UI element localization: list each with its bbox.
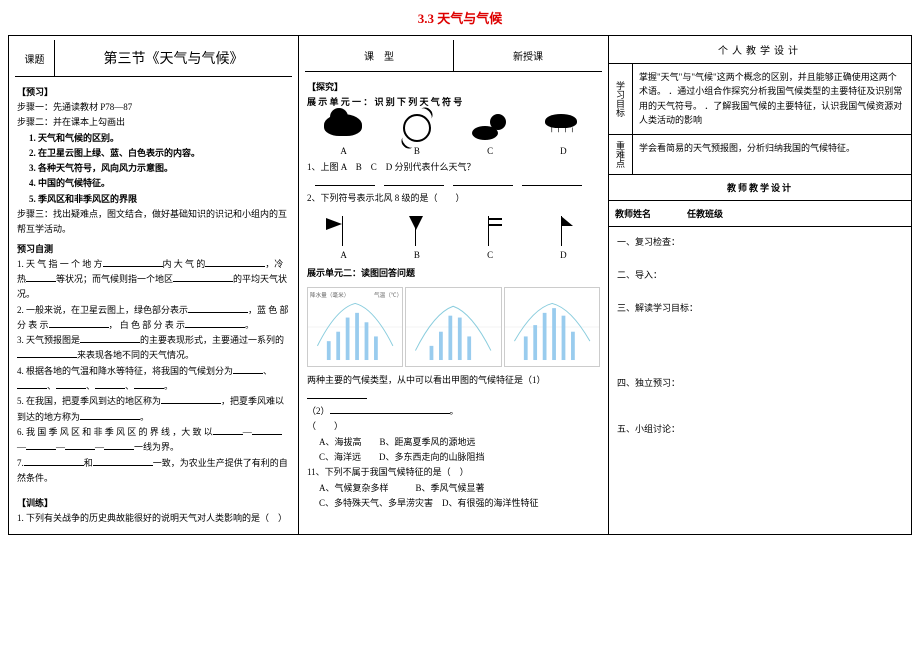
c2q11: 11、下列不属于我国气候特征的是（ ） — [307, 465, 600, 480]
sec2: 二、导入： — [617, 268, 903, 283]
unit2: 展示单元二：读图回答问题 — [307, 266, 600, 281]
t1: 1. 下列有关战争的历史典故能很好的说明天气对人类影响的是（ ） — [17, 511, 290, 526]
item4: 4. 中国的气候特征。 — [17, 176, 290, 191]
climate-charts: 降水量（毫米） 气温（℃） — [307, 287, 600, 367]
q5: 5. 在我国，把夏季风到达的地区称为，把夏季风难以到达的地方称为。 — [17, 394, 290, 425]
sec3: 三、解读学习目标： — [617, 301, 903, 316]
column-left: 课题 第三节《天气与气候》 【预习】 步骤一：先通读教材 P78—87 步骤二：… — [9, 36, 299, 534]
chart-2 — [405, 287, 501, 367]
flag-d — [543, 212, 583, 250]
explore-heading: 【探究】 — [307, 80, 600, 93]
column-mid: 课 型 新授课 【探究】 展 示 单 元 一 ： 识 别 下 列 天 气 符 号… — [299, 36, 609, 534]
c2q2: 2、下列符号表示北风 8 级的是（ ） — [307, 191, 600, 206]
key-label: 重难点 — [609, 135, 633, 174]
opt1a: A、海拔高 B、距离夏季风的源地远 — [307, 435, 600, 450]
teacher-design: 教师教学设计 — [609, 175, 911, 201]
train-heading: 【训练】 — [17, 496, 290, 509]
step2: 步骤二：并在课本上勾画出 — [17, 115, 290, 130]
q6: 6. 我 国 季 风 区 和 非 季 风 区 的 界 线 ，大 致 以————一… — [17, 425, 290, 456]
c2q3: 两种主要的气候类型，从中可以看出甲图的气候特征是（1） （2）。 — [307, 373, 600, 419]
doc-title: 3.3 天气与气候 — [0, 0, 920, 35]
q2: 2. 一般来说，在卫星云图上，绿色部分表示，蓝 色 部 分 表 示， 白 色 部… — [17, 303, 290, 334]
teacher-row: 教师姓名 任教班级 — [609, 201, 911, 227]
svg-text:降水量（毫米）: 降水量（毫米） — [310, 291, 349, 299]
q7: 7.和一致，为农业生产提供了有利的自然条件。 — [17, 456, 290, 487]
flag-b — [397, 212, 437, 250]
item3: 3. 各种天气符号，风向风力示意图。 — [17, 161, 290, 176]
wind-flags: A B C D — [307, 212, 600, 260]
type-label: 课 型 — [305, 40, 454, 71]
goal-text: 掌握"天气"与"气候"这两个概念的区别，并且能够正确使用这两个术语。 ．通过小组… — [633, 64, 911, 134]
unit1: 展 示 单 元 一 ： 识 别 下 列 天 气 符 号 — [307, 95, 600, 110]
suncloud-icon — [472, 114, 508, 142]
topic-title: 第三节《天气与气候》 — [55, 40, 292, 76]
step1: 步骤一：先通读教材 P78—87 — [17, 100, 290, 115]
topic-label: 课题 — [15, 40, 55, 76]
design-label: 个人教学设计 — [609, 36, 911, 64]
flag-c — [470, 212, 510, 250]
flag-a — [324, 212, 364, 250]
q1: 1. 天 气 指 一 个 地 方内 大 气 的，冷热等状况；而气候则指一个地区的… — [17, 257, 290, 303]
type-value: 新授课 — [454, 40, 602, 71]
opt1c: C、海洋远 D、多东西走向的山脉阻挡 — [307, 450, 600, 465]
q3: 3. 天气预报图是的主要表现形式，主要通过一系列的来表现各地不同的天气情况。 — [17, 333, 290, 364]
rain-icon: ╵╵╵╵ — [545, 114, 581, 144]
selftest-heading: 预习自测 — [17, 242, 290, 255]
c2q1: 1、上图 A B C D 分别代表什么天气？ — [307, 160, 600, 175]
page-grid: 课题 第三节《天气与气候》 【预习】 步骤一：先通读教材 P78—87 步骤二：… — [8, 35, 912, 535]
key-text: 学会看简易的天气预报图，分析归纳我国的气候特征。 — [633, 135, 911, 174]
sec4: 四、独立预习： — [617, 376, 903, 391]
preview-heading: 【预习】 — [17, 85, 290, 98]
sec5: 五、小组讨论： — [617, 422, 903, 437]
item2: 2. 在卫星云图上绿、蓝、白色表示的内容。 — [17, 146, 290, 161]
typhoon-icon — [403, 114, 431, 142]
column-right: 个人教学设计 学习目标 掌握"天气"与"气候"这两个概念的区别，并且能够正确使用… — [609, 36, 911, 534]
cloud-icon — [324, 114, 362, 136]
item1: 1. 天气和气候的区别。 — [17, 131, 290, 146]
svg-text:气温（℃）: 气温（℃） — [374, 291, 402, 299]
header-left: 课题 第三节《天气与气候》 — [15, 40, 292, 77]
sec1: 一、复习检查： — [617, 235, 903, 250]
q4: 4. 根据各地的气温和降水等特征，将我国的气候划分为、、、、。 — [17, 364, 290, 395]
chart-3 — [504, 287, 600, 367]
header-mid: 课 型 新授课 — [305, 40, 602, 72]
weather-icons: A B C ╵╵╵╵D — [307, 114, 600, 156]
opt2a: A、气候复杂多样 B、季风气候显著 — [307, 481, 600, 496]
item5: 5. 季风区和非季风区的界限 — [17, 192, 290, 207]
step3: 步骤三：找出疑难点，图文结合，做好基础知识的识记和小组内的互帮互学活动。 — [17, 207, 290, 238]
chart-1: 降水量（毫米） 气温（℃） — [307, 287, 403, 367]
goal-label: 学习目标 — [609, 64, 633, 134]
opt2c: C、多特殊天气、多旱涝灾害 D、有很强的海洋性特征 — [307, 496, 600, 511]
